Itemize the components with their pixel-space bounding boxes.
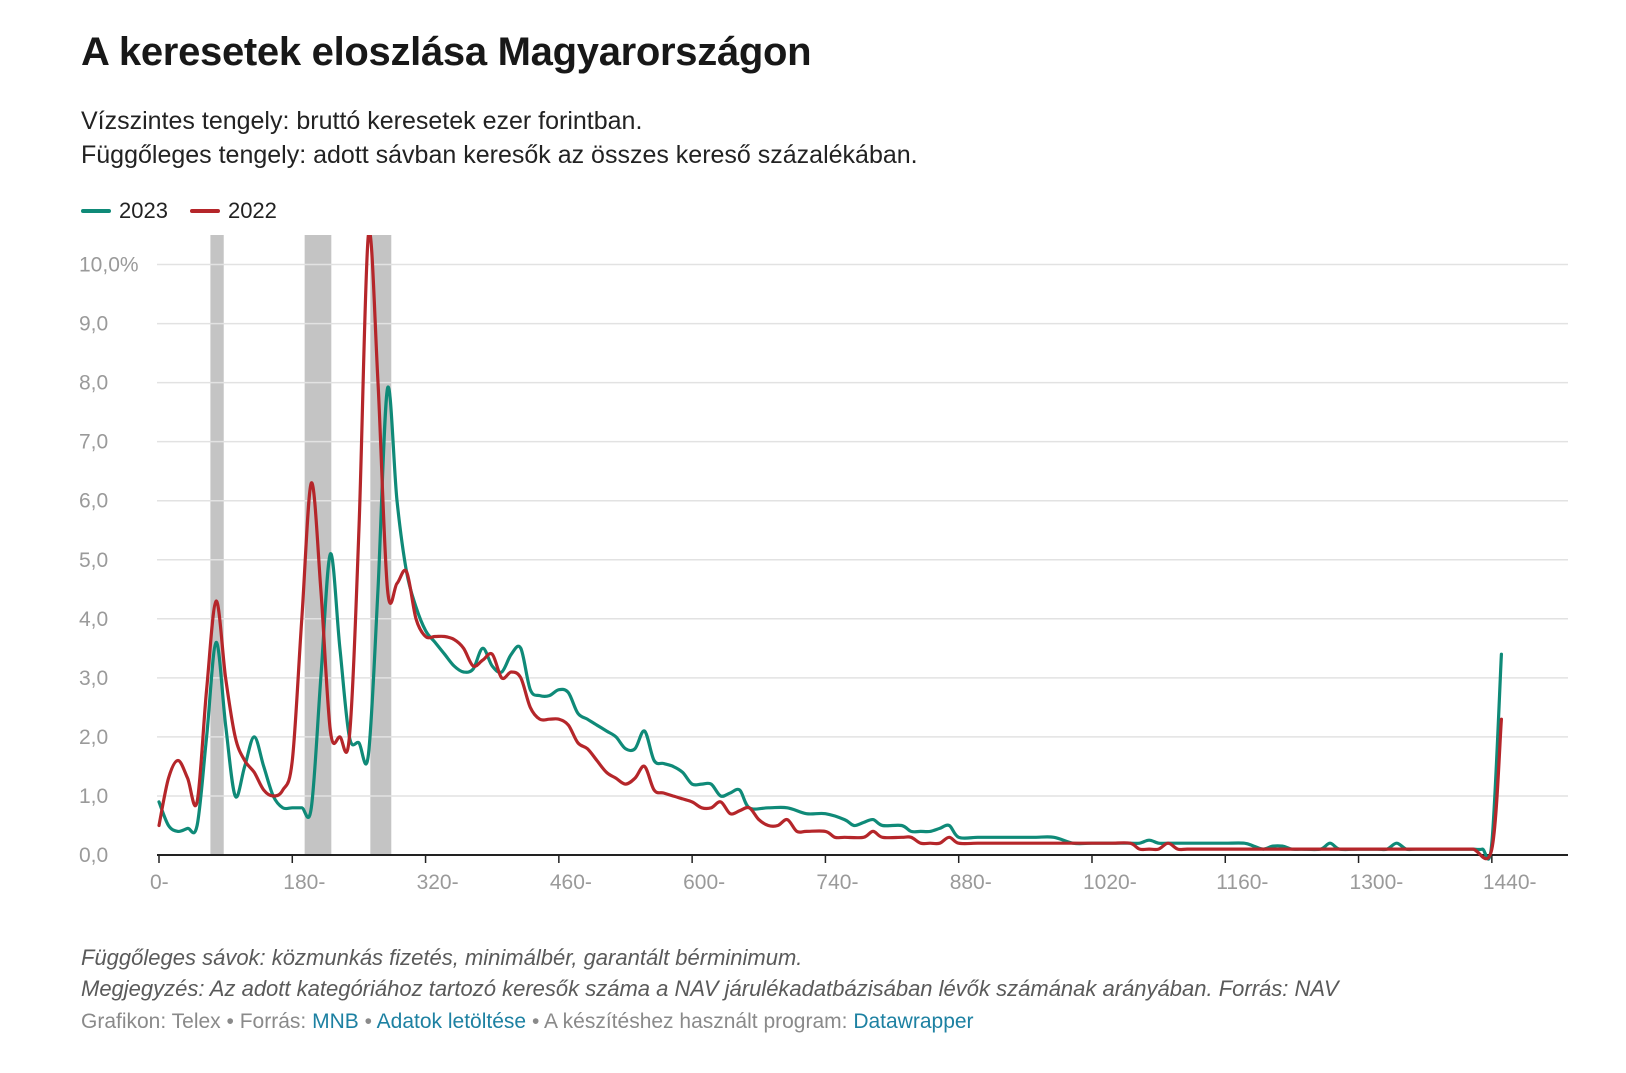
footer-separator: • bbox=[531, 1010, 540, 1033]
x-tick-label: 740- bbox=[816, 871, 858, 894]
footer-source-label: Forrás: bbox=[239, 1010, 307, 1033]
x-tick-label: 600- bbox=[683, 871, 725, 894]
footer-separator: • bbox=[364, 1010, 372, 1033]
x-tick-label: 180- bbox=[283, 871, 325, 894]
x-tick-label: 1160- bbox=[1216, 871, 1268, 894]
legend-item-2022: 2022 bbox=[189, 198, 277, 224]
y-tick-label: 6,0 bbox=[79, 490, 108, 513]
series-group bbox=[157, 235, 1503, 861]
x-tick-label: 320- bbox=[417, 871, 459, 894]
grid-group bbox=[157, 263, 1568, 797]
x-tick-label: 1440- bbox=[1483, 871, 1537, 894]
line-chart: 0,0 1,0 2,0 3,0 4,0 5,0 6,0 7,0 8,0 9,0 10,0% 0- 18… bbox=[79, 235, 1568, 894]
footer-tool-label: A készítéshez használt program: bbox=[543, 1010, 848, 1033]
series-line-2023 bbox=[157, 385, 1503, 861]
footer-credit: Grafikon: Telex bbox=[81, 1010, 221, 1033]
legend-label-2022: 2022 bbox=[227, 198, 277, 223]
chart-legend: 2023 2022 bbox=[81, 198, 299, 224]
x-tick-label: 0- bbox=[150, 871, 169, 894]
legend-swatch-2023 bbox=[81, 209, 111, 213]
y-axis-labels: 0,0 1,0 2,0 3,0 4,0 5,0 6,0 7,0 8,0 9,0 10,0% bbox=[79, 254, 139, 867]
y-tick-label: 9,0 bbox=[79, 313, 108, 336]
shaded-band-1 bbox=[210, 235, 224, 855]
subtitle-line-1: Vízszintes tengely: bruttó keresetek eze… bbox=[81, 107, 643, 135]
chart-footer: Grafikon: Telex • Forrás: MNB • Adatok l… bbox=[81, 1010, 974, 1034]
footer-separator: • bbox=[226, 1010, 234, 1033]
chart-notes: Függőleges sávok: közmunkás fizetés, min… bbox=[81, 942, 1339, 1004]
note-bands: Függőleges sávok: közmunkás fizetés, min… bbox=[81, 945, 803, 970]
y-tick-label: 3,0 bbox=[79, 667, 108, 690]
y-tick-label: 5,0 bbox=[79, 549, 108, 572]
y-tick-label: 1,0 bbox=[79, 785, 108, 808]
note-method: Megjegyzés: Az adott kategóriához tartoz… bbox=[81, 976, 1339, 1001]
footer-tool-link[interactable]: Datawrapper bbox=[853, 1010, 974, 1033]
legend-item-2023: 2023 bbox=[81, 198, 168, 224]
x-tick-label: 880- bbox=[950, 871, 992, 894]
y-tick-label: 2,0 bbox=[79, 726, 108, 749]
x-axis: 0- 180- 320- 460- 600- 740- 880- 1020- 1160- 1300… bbox=[150, 854, 1568, 894]
series-line-2022 bbox=[157, 235, 1503, 861]
chart-subtitle: Vízszintes tengely: bruttó keresetek eze… bbox=[81, 104, 918, 172]
footer-download-link[interactable]: Adatok letöltése bbox=[376, 1010, 527, 1033]
y-tick-label: 4,0 bbox=[79, 608, 108, 631]
subtitle-line-2: Függőleges tengely: adott sávban keresők… bbox=[81, 141, 918, 169]
y-tick-label: 0,0 bbox=[79, 844, 108, 867]
chart-title: A keresetek eloszlása Magyarországon bbox=[81, 30, 812, 74]
y-tick-label: 8,0 bbox=[79, 372, 108, 395]
legend-swatch-2022 bbox=[189, 209, 220, 213]
x-tick-label: 460- bbox=[550, 871, 592, 894]
y-tick-label: 7,0 bbox=[79, 431, 108, 454]
y-tick-label: 10,0% bbox=[79, 254, 139, 277]
x-tick-label: 1300- bbox=[1350, 871, 1404, 894]
x-tick-label: 1020- bbox=[1083, 871, 1137, 894]
legend-label-2023: 2023 bbox=[119, 198, 168, 223]
footer-source-link[interactable]: MNB bbox=[312, 1010, 359, 1033]
